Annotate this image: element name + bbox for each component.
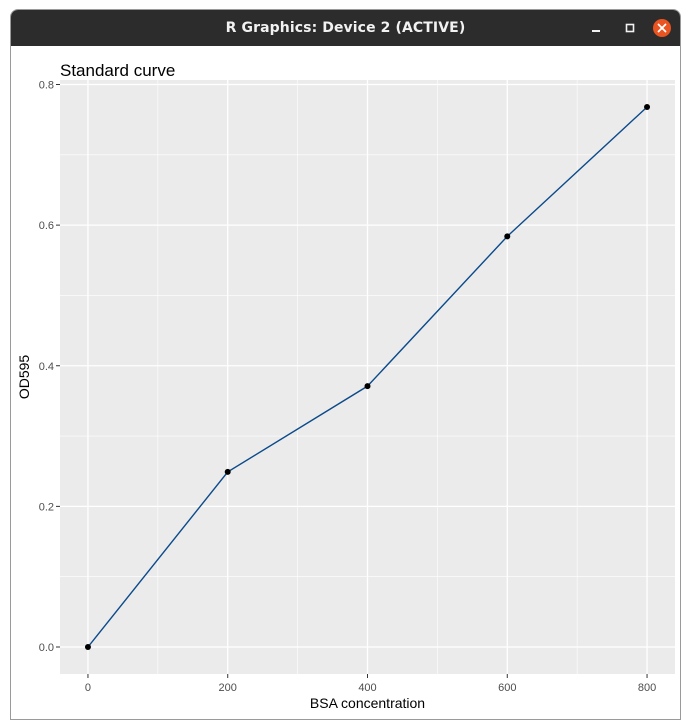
x-tick-label: 0 (85, 682, 91, 694)
y-tick-label: 0.8 (39, 80, 54, 92)
data-point (84, 644, 91, 650)
maximize-icon[interactable] (621, 19, 639, 37)
plot-area: Standard curve 0 200 400 600 800 0.0 0.2 0.4 0.6… (11, 46, 680, 719)
data-point (644, 104, 651, 110)
series-layer (84, 104, 651, 650)
data-point (224, 468, 231, 475)
r-graphics-window: R Graphics: Device 2 (ACTIVE) Standard c… (10, 9, 681, 720)
major-gridlines (60, 80, 675, 674)
window-title: R Graphics: Device 2 (ACTIVE) (225, 20, 466, 36)
x-tick-label: 600 (498, 682, 516, 694)
chart-title: Standard curve (60, 61, 175, 80)
y-tick-label: 0.4 (39, 361, 54, 373)
x-tick-label: 200 (219, 682, 237, 694)
x-tick-label: 800 (638, 682, 656, 694)
x-tick-label: 400 (358, 682, 376, 694)
close-icon[interactable] (653, 19, 671, 37)
x-axis-label: BSA concentration (310, 695, 425, 711)
minimize-icon[interactable] (587, 19, 605, 37)
data-point (504, 233, 511, 240)
standard-curve-chart: Standard curve 0 200 400 600 800 0.0 0.2 0.4 0.6… (16, 61, 675, 711)
y-tick-label: 0.2 (39, 501, 54, 513)
data-point (364, 383, 371, 390)
y-tick-label: 0.6 (39, 220, 54, 232)
title-bar[interactable]: R Graphics: Device 2 (ACTIVE) (11, 10, 680, 46)
y-tick-label: 0.0 (39, 642, 54, 654)
y-axis-label: OD595 (16, 355, 32, 400)
axes: 0 200 400 600 800 0.0 0.2 0.4 0.6 0.8 (39, 80, 657, 695)
